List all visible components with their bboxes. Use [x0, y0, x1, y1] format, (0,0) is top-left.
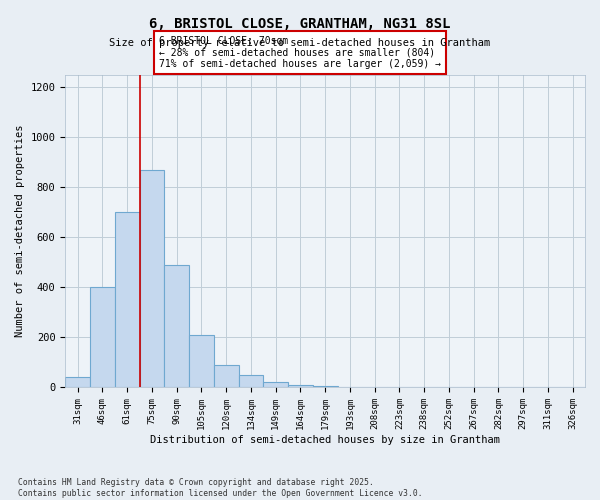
Bar [338, 386, 362, 388]
Bar [288, 385, 313, 388]
Y-axis label: Number of semi-detached properties: Number of semi-detached properties [15, 125, 25, 338]
Bar [115, 212, 140, 388]
Bar [140, 170, 164, 388]
Bar [239, 375, 263, 388]
Bar [164, 265, 189, 388]
Text: 6 BRISTOL CLOSE: 70sqm
← 28% of semi-detached houses are smaller (804)
71% of se: 6 BRISTOL CLOSE: 70sqm ← 28% of semi-det… [159, 36, 441, 69]
X-axis label: Distribution of semi-detached houses by size in Grantham: Distribution of semi-detached houses by … [150, 435, 500, 445]
Bar [90, 288, 115, 388]
Text: Size of property relative to semi-detached houses in Grantham: Size of property relative to semi-detach… [109, 38, 491, 48]
Bar [214, 365, 239, 388]
Bar [65, 378, 90, 388]
Bar [313, 386, 338, 388]
Text: Contains HM Land Registry data © Crown copyright and database right 2025.
Contai: Contains HM Land Registry data © Crown c… [18, 478, 422, 498]
Bar [263, 382, 288, 388]
Text: 6, BRISTOL CLOSE, GRANTHAM, NG31 8SL: 6, BRISTOL CLOSE, GRANTHAM, NG31 8SL [149, 18, 451, 32]
Bar [189, 335, 214, 388]
